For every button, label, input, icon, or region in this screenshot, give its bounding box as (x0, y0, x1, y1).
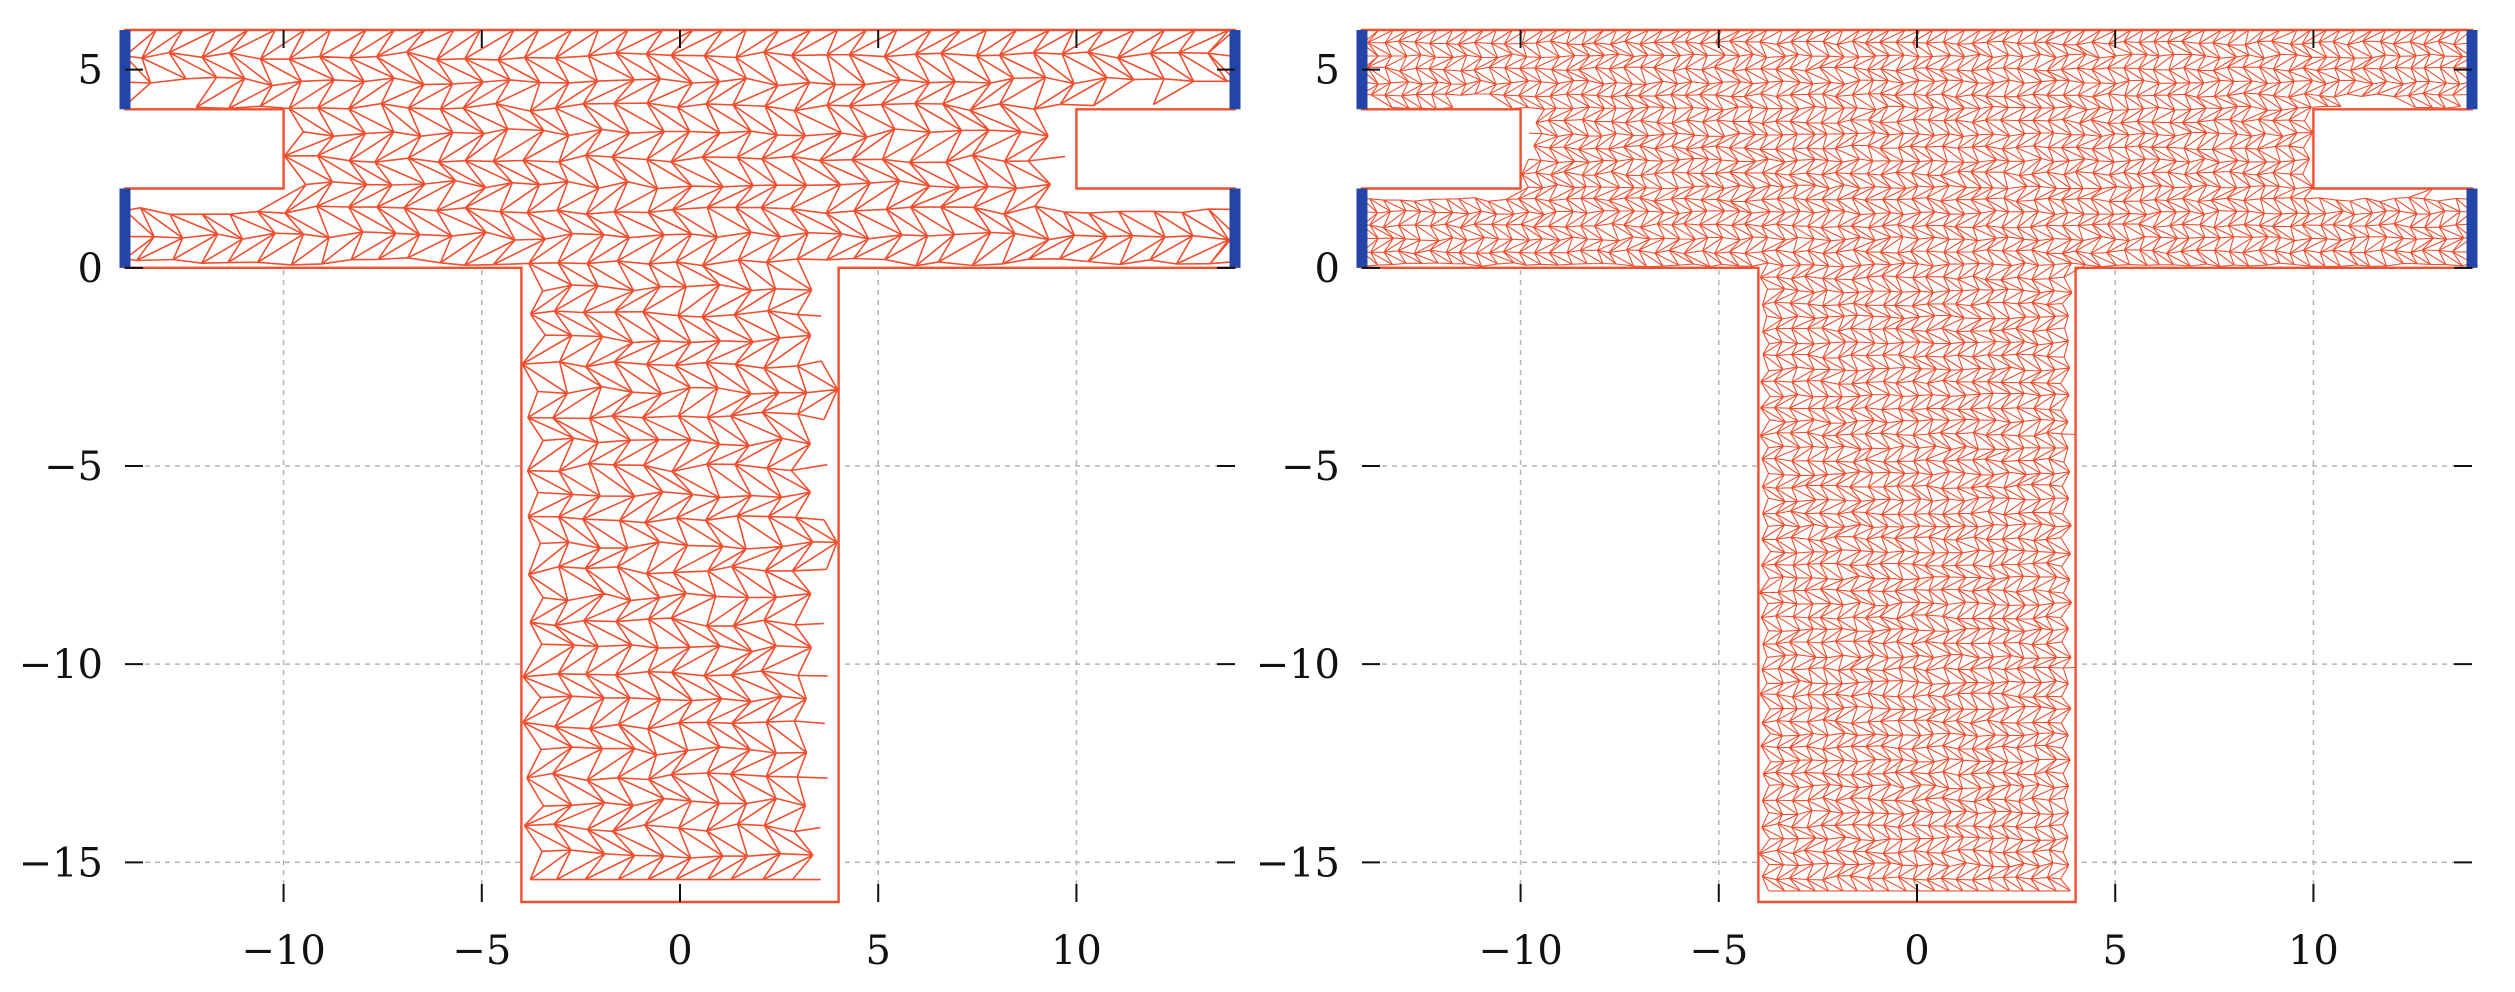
y-tick-label: −10 (19, 642, 103, 688)
x-tick-label: 5 (2102, 928, 2127, 974)
x-tick-label: 0 (667, 928, 692, 974)
domain-fill (1362, 30, 2472, 902)
y-tick-label: 5 (1315, 48, 1340, 94)
y-tick-label: −10 (1256, 642, 1340, 688)
panel-coarse-mesh: −10 −5 0 5 10 5 0 −5 −10 −15 (19, 28, 1241, 974)
x-tick-label: −5 (1689, 928, 1748, 974)
y-tick-label: −5 (44, 444, 103, 490)
x-tick-label: 0 (1904, 928, 1929, 974)
y-tick-label: 0 (1315, 246, 1340, 292)
panel-fine-mesh: −10 −5 0 5 10 5 0 −5 −10 −15 (1256, 28, 2478, 974)
domain-outline (123, 28, 1237, 904)
x-tick-label: −10 (1478, 928, 1562, 974)
x-tick-label: −5 (452, 928, 511, 974)
x-tick-label: 10 (2288, 928, 2339, 974)
y-tick-label: 5 (78, 48, 103, 94)
x-tick-label: −10 (241, 928, 325, 974)
y-tick-label: −15 (19, 840, 103, 886)
domain-outline (1360, 28, 2474, 904)
y-tick-label: −15 (1256, 840, 1340, 886)
y-tick-label: 0 (78, 246, 103, 292)
domain-fill (125, 30, 1235, 902)
x-tick-label: 10 (1051, 928, 1102, 974)
x-tick-label: 5 (865, 928, 890, 974)
y-tick-label: −5 (1281, 444, 1340, 490)
